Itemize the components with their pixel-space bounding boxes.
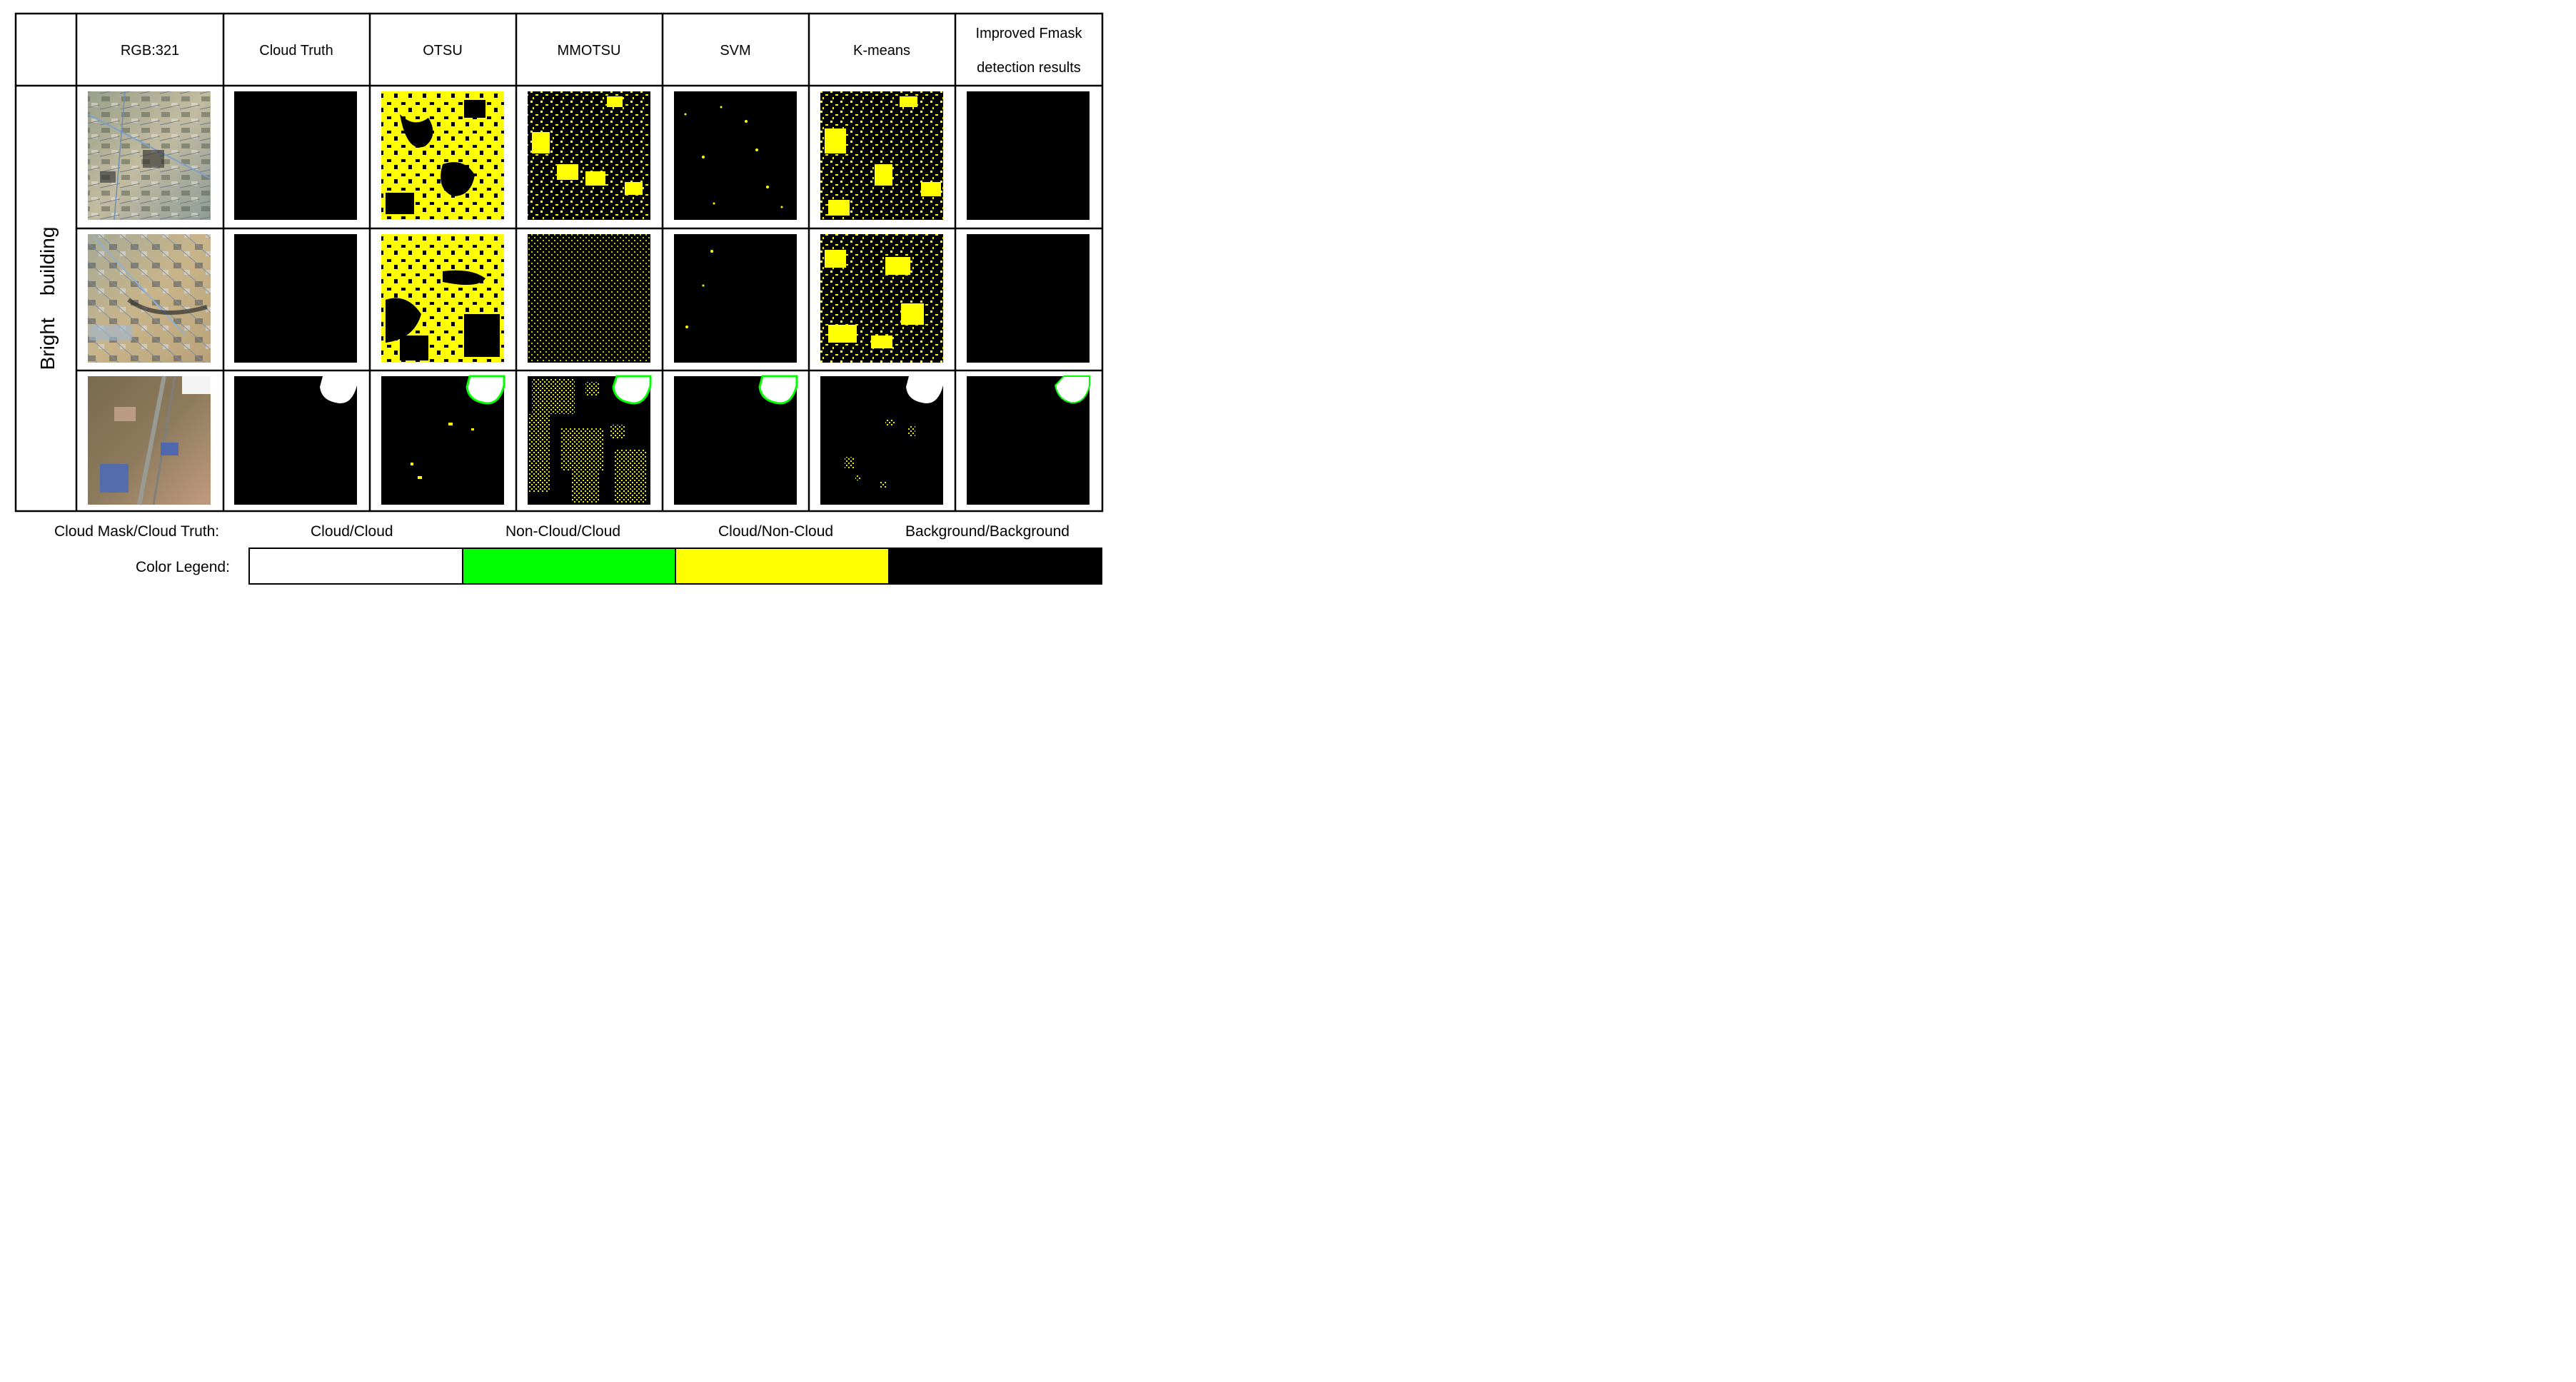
row-2-rgb bbox=[88, 234, 211, 363]
row-2-svm bbox=[674, 234, 797, 363]
row-2-mmotsu bbox=[528, 234, 650, 363]
row-1-fmask bbox=[967, 91, 1090, 220]
legend-item-label-background: Background/Background bbox=[905, 523, 1070, 540]
column-header-otsu: OTSU bbox=[423, 43, 463, 59]
color-legend-bar bbox=[248, 548, 1102, 585]
row-1-svm bbox=[674, 91, 797, 220]
row-3-svm bbox=[674, 375, 798, 505]
legend-swatch-noncloud-cloud bbox=[461, 549, 675, 583]
row-2-cloud-truth bbox=[234, 234, 357, 363]
column-header-fmask-line2: detection results bbox=[977, 60, 1081, 76]
row-3-mmotsu bbox=[528, 375, 652, 505]
legend-prefix: Cloud Mask/Cloud Truth: bbox=[54, 523, 220, 540]
legend-item-label-noncloud-cloud: Non-Cloud/Cloud bbox=[505, 523, 621, 540]
row-2-fmask bbox=[967, 234, 1090, 363]
row-3-cloud-truth bbox=[234, 376, 357, 505]
row-3-kmeans bbox=[820, 376, 943, 505]
row-1-kmeans bbox=[820, 91, 943, 220]
column-header-fmask-line1: Improved Fmask bbox=[976, 26, 1083, 41]
row-2-kmeans bbox=[820, 234, 943, 363]
table-frame bbox=[14, 12, 1104, 513]
column-header-svm: SVM bbox=[720, 43, 750, 59]
row-3-fmask bbox=[967, 375, 1090, 505]
legend-item-label-cloud-noncloud: Cloud/Non-Cloud bbox=[718, 523, 834, 540]
legend-swatch-cloud-noncloud bbox=[675, 549, 888, 583]
row-1-rgb bbox=[87, 91, 211, 221]
legend-swatch-background bbox=[887, 549, 1101, 583]
column-header-cloud-truth: Cloud Truth bbox=[259, 43, 333, 59]
column-header-kmeans: K-means bbox=[853, 43, 910, 59]
legend-bar-label: Color Legend: bbox=[136, 559, 230, 575]
row-group-label: Bright building bbox=[36, 227, 59, 370]
row-3-otsu bbox=[381, 375, 505, 505]
row-1-otsu bbox=[381, 91, 504, 220]
row-3-rgb bbox=[88, 375, 211, 505]
legend-item-label-cloud-cloud: Cloud/Cloud bbox=[311, 523, 393, 540]
column-header-mmotsu: MMOTSU bbox=[558, 43, 621, 59]
comparison-figure: RGB:321 Cloud Truth OTSU MMOTSU SVM K-me… bbox=[14, 12, 1104, 513]
legend-swatch-cloud-cloud bbox=[250, 549, 462, 583]
row-1-cloud-truth bbox=[234, 91, 357, 220]
row-2-otsu bbox=[381, 234, 504, 363]
row-1-mmotsu bbox=[528, 91, 650, 220]
column-header-rgb: RGB:321 bbox=[121, 43, 179, 59]
